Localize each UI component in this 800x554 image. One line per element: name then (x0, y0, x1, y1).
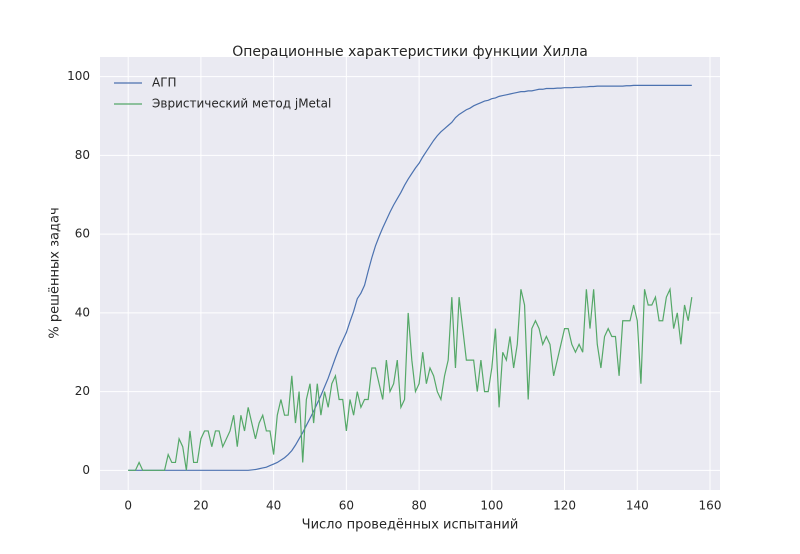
x-axis-label: Число проведённых испытаний (302, 518, 519, 533)
plot-area (100, 57, 720, 490)
legend-label: АГП (152, 76, 177, 90)
series-line (128, 84, 692, 471)
chart-title: Операционные характеристики функции Хилл… (232, 44, 588, 60)
x-tick-label: 40 (266, 499, 281, 513)
series-line (128, 286, 693, 471)
y-tick-label: 20 (75, 384, 90, 398)
x-tick-label: 0 (124, 499, 132, 513)
y-axis-label: % решённых задач (48, 207, 63, 338)
y-tick-label: 60 (75, 227, 90, 241)
legend-label: Эвристический метод jMetal (152, 97, 331, 111)
x-tick-label: 20 (193, 499, 208, 513)
y-tick-label: 100 (67, 69, 90, 83)
x-tick-label: 80 (411, 499, 426, 513)
x-tick-label: 160 (699, 499, 722, 513)
x-tick-label: 140 (626, 499, 649, 513)
y-tick-label: 40 (75, 305, 90, 319)
x-tick-label: 100 (480, 499, 503, 513)
y-tick-label: 0 (82, 463, 90, 477)
x-tick-label: 60 (339, 499, 354, 513)
x-tick-label: 120 (553, 499, 576, 513)
y-tick-label: 80 (75, 148, 90, 162)
